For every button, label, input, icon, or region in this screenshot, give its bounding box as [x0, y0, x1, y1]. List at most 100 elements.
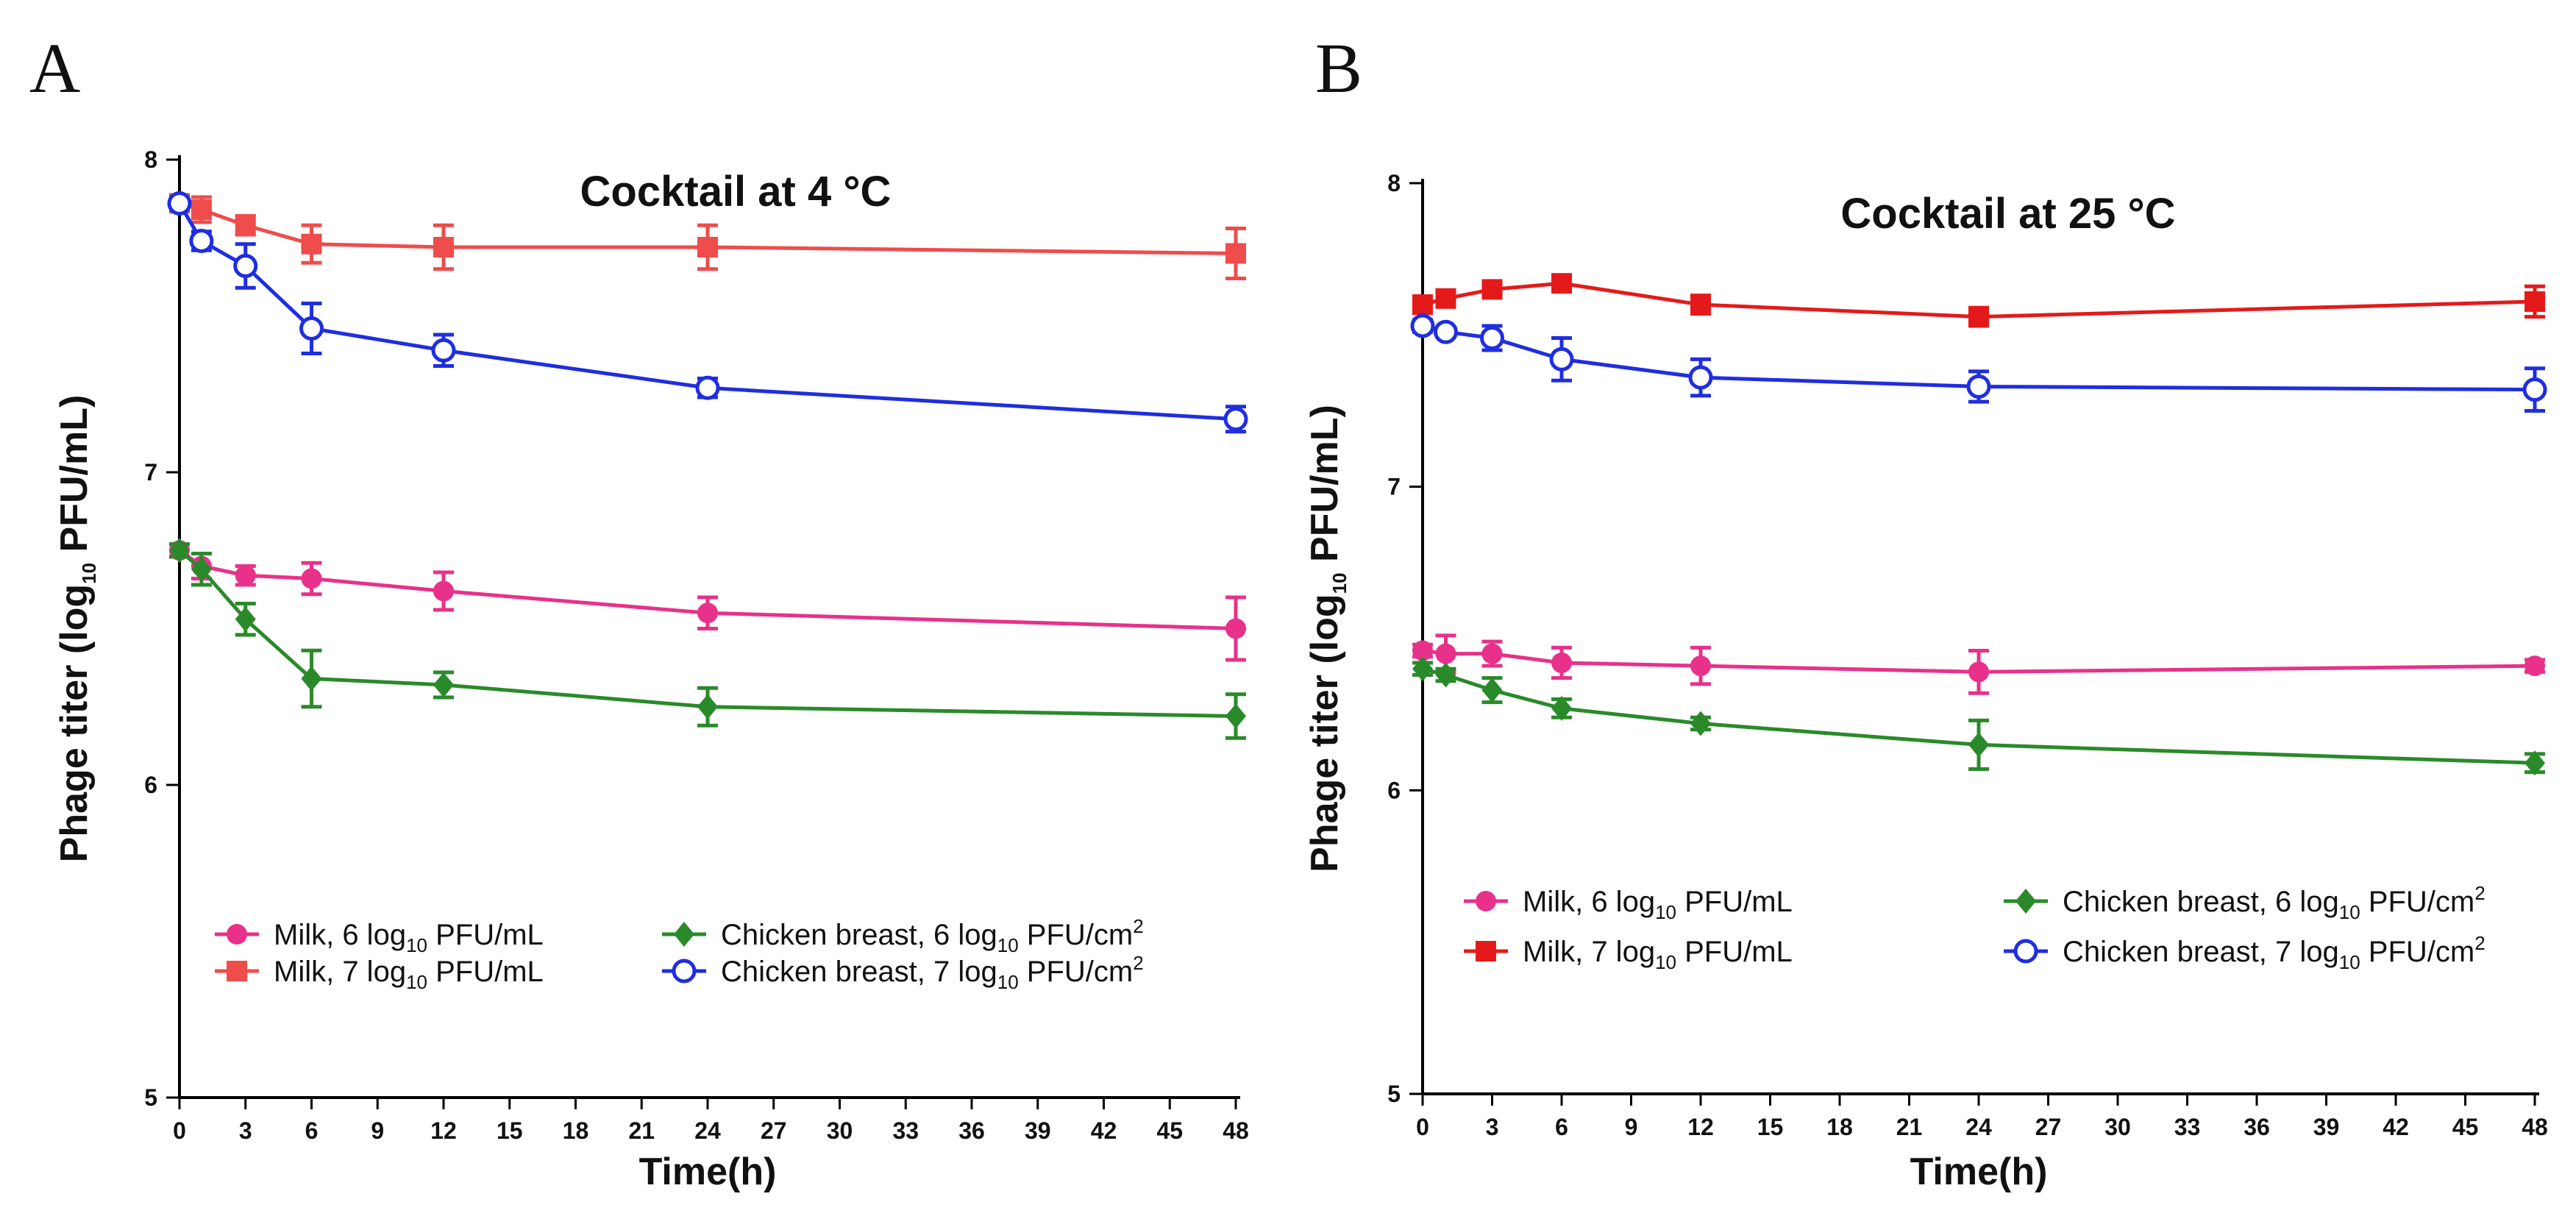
x-tick-label: 27 [761, 1117, 787, 1144]
x-tick-label: 39 [2313, 1114, 2340, 1140]
chart-title: Cocktail at 25 °C [1840, 190, 2175, 238]
x-tick-label: 0 [1416, 1114, 1429, 1140]
data-point [697, 237, 718, 257]
data-point [1223, 407, 1248, 432]
data-point [1551, 653, 1572, 674]
data-point [167, 191, 192, 216]
data-point [433, 237, 454, 257]
x-tick-label: 42 [1091, 1117, 1117, 1144]
x-tick-label: 3 [239, 1117, 252, 1144]
x-tick-label: 18 [1826, 1114, 1853, 1140]
data-point [191, 556, 212, 582]
data-point [299, 316, 324, 341]
x-tick-label: 9 [371, 1117, 384, 1144]
legend-swatch-marker [672, 959, 697, 984]
series-2 [169, 538, 1246, 740]
data-point [697, 602, 718, 624]
data-point [1435, 662, 1456, 688]
legend-label: Milk, 7 log10 PFU/mL [1523, 936, 1793, 973]
data-point [1481, 678, 1503, 703]
x-tick-label: 36 [958, 1117, 985, 1144]
data-point [1966, 374, 1991, 399]
data-point [1549, 346, 1574, 371]
legend-label: Chicken breast, 7 log10 PFU/cm2 [2063, 932, 2486, 973]
data-point [301, 666, 322, 691]
legend-swatch-marker [1476, 891, 1496, 911]
x-tick-label: 33 [892, 1117, 919, 1144]
data-point [235, 215, 256, 236]
data-point [1688, 365, 1713, 390]
data-point [1690, 294, 1711, 316]
legend-swatch-marker [674, 922, 694, 947]
x-tick-label: 3 [1486, 1114, 1499, 1140]
x-tick-label: 9 [1625, 1114, 1638, 1140]
legend-item: Milk, 7 log10 PFU/mL [215, 956, 544, 993]
legend-item: Chicken breast, 6 log10 PFU/cm2 [2004, 882, 2486, 923]
series-0 [1412, 633, 2545, 695]
legend-label: Milk, 6 log10 PFU/mL [274, 919, 544, 956]
data-point [697, 694, 718, 719]
data-point [2522, 377, 2547, 402]
y-tick-label: 6 [1387, 777, 1401, 803]
data-point [1225, 618, 1246, 639]
legend-item: Milk, 6 log10 PFU/mL [1464, 886, 1793, 923]
y-tick-label: 5 [1387, 1081, 1401, 1107]
x-tick-label: 48 [2522, 1114, 2548, 1140]
x-axis-label: Time(h) [639, 1151, 777, 1193]
x-tick-label: 45 [2452, 1114, 2479, 1140]
data-point [431, 338, 456, 363]
data-point [1968, 732, 1989, 758]
legend-label: Chicken breast, 7 log10 PFU/cm2 [721, 952, 1144, 993]
data-point [1968, 306, 1989, 327]
data-point [1551, 695, 1572, 721]
x-tick-label: 48 [1223, 1117, 1249, 1144]
data-point [1412, 656, 1433, 682]
legend-swatch-marker [227, 924, 247, 945]
x-tick-label: 12 [1687, 1114, 1714, 1140]
x-axis-label: Time(h) [1910, 1151, 2048, 1193]
x-tick-label: 6 [305, 1117, 319, 1144]
data-point [2525, 291, 2545, 312]
legend-item: Milk, 6 log10 PFU/mL [215, 919, 544, 956]
y-axis-label: Phage titer (log10 PFU/mL) [1303, 405, 1351, 872]
x-tick-label: 18 [563, 1117, 589, 1144]
data-point [1481, 643, 1503, 664]
x-tick-label: 45 [1156, 1117, 1183, 1144]
x-tick-label: 24 [694, 1117, 721, 1144]
y-tick-label: 8 [1387, 170, 1401, 196]
chart-title: Cocktail at 4 °C [580, 168, 892, 216]
y-axis-label: Phage titer (log10 PFU/mL) [53, 395, 100, 863]
data-point [191, 199, 212, 220]
series-2 [1412, 656, 2545, 776]
x-tick-label: 27 [2035, 1114, 2062, 1140]
x-tick-label: 30 [827, 1117, 853, 1144]
data-point [1435, 288, 1456, 309]
x-tick-label: 21 [1896, 1114, 1923, 1140]
legend-swatch-marker [1476, 941, 1496, 961]
series-0 [169, 540, 1246, 662]
data-point [1690, 655, 1711, 677]
legend-swatch-marker [2013, 939, 2038, 964]
y-tick-label: 6 [144, 772, 157, 798]
data-point [433, 580, 454, 602]
data-point [235, 565, 256, 586]
legend-label: Chicken breast, 6 log10 PFU/cm2 [721, 915, 1144, 956]
x-tick-label: 39 [1025, 1117, 1051, 1144]
series-1 [1412, 273, 2545, 328]
data-point [1435, 643, 1456, 664]
data-point [1551, 273, 1572, 294]
legend-swatch-marker [227, 961, 247, 981]
x-tick-label: 15 [1757, 1114, 1784, 1140]
x-tick-label: 42 [2383, 1114, 2409, 1140]
panel-label: B [1315, 29, 1362, 107]
data-point [301, 568, 322, 589]
y-tick-label: 7 [144, 459, 157, 486]
data-point [2525, 750, 2545, 776]
x-tick-label: 30 [2104, 1114, 2131, 1140]
data-point [433, 672, 454, 697]
x-tick-label: 24 [1965, 1114, 1992, 1140]
y-tick-label: 5 [144, 1084, 157, 1111]
